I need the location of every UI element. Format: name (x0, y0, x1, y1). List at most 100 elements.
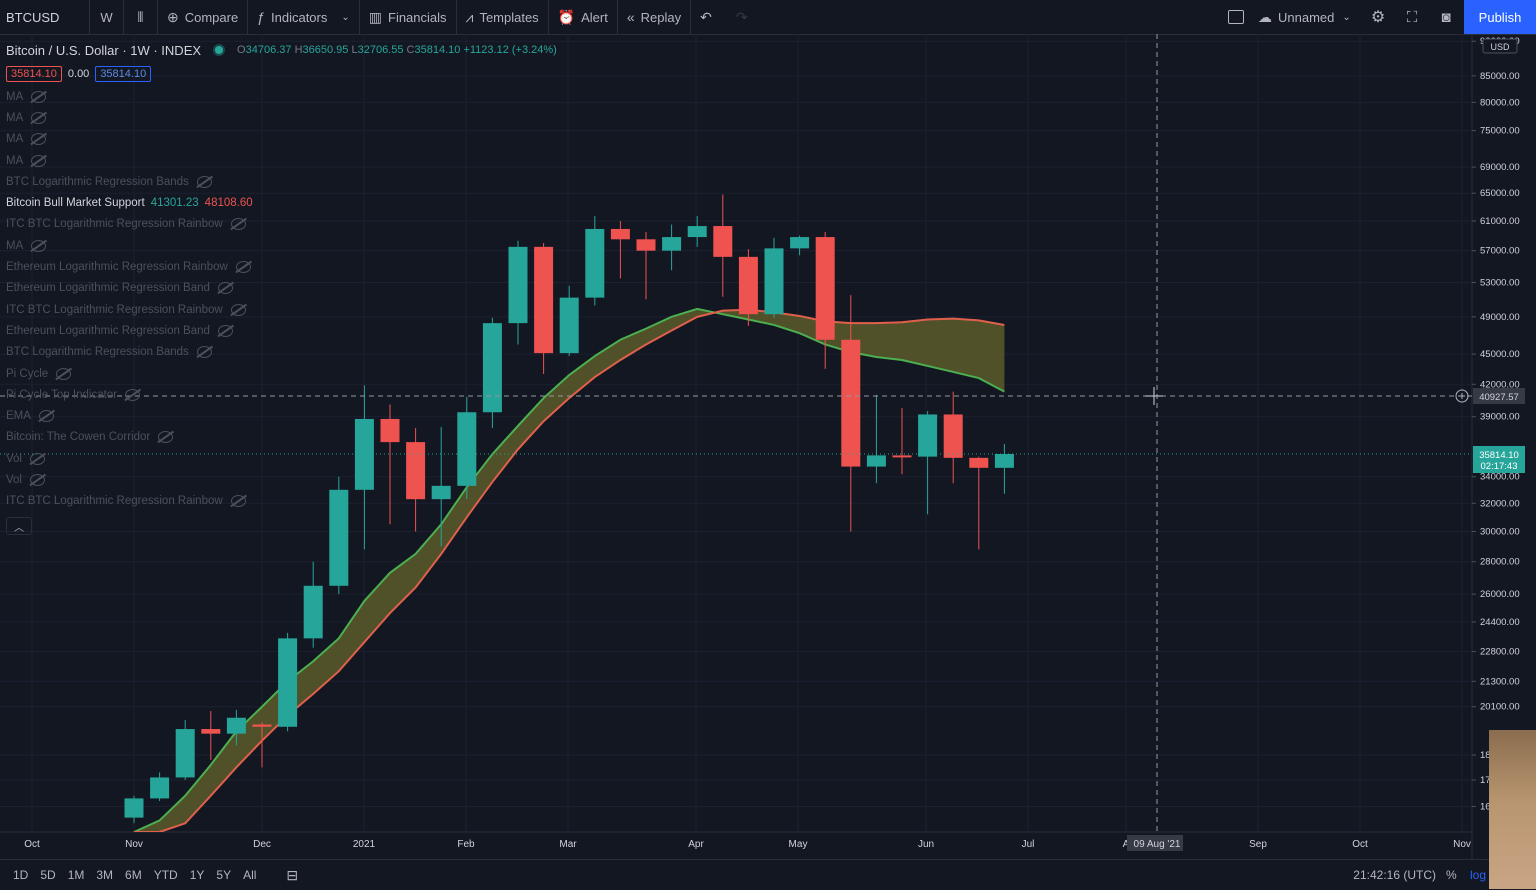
eye-off-icon[interactable] (31, 90, 47, 103)
undo-button[interactable]: ↶ (691, 0, 727, 34)
percent-scale-toggle[interactable]: % (1446, 868, 1457, 882)
log-scale-toggle[interactable]: log (1470, 868, 1487, 882)
indicator-row[interactable]: Ethereum Logarithmic Regression Rainbow (6, 256, 557, 277)
candle-body (866, 455, 886, 467)
eye-off-icon[interactable] (56, 367, 72, 380)
indicator-row[interactable]: MA (6, 235, 557, 256)
indicator-row[interactable]: BTC Logarithmic Regression Bands (6, 342, 557, 363)
indicator-row[interactable]: Ethereum Logarithmic Regression Band (6, 278, 557, 299)
eye-off-icon[interactable] (125, 388, 141, 401)
financials-button[interactable]: ▥ Financials (360, 0, 457, 34)
price-tick-label: 85000.00 (1480, 71, 1520, 82)
indicator-row[interactable]: Pi Cycle Top Indicator (6, 384, 557, 405)
alert-button[interactable]: ⏰ Alert (549, 0, 618, 34)
candle (124, 795, 144, 824)
eye-off-icon[interactable] (31, 133, 47, 146)
layout-toggle-button[interactable] (1222, 0, 1250, 34)
indicator-row[interactable]: ITC BTC Logarithmic Regression Rainbow (6, 491, 557, 512)
eye-off-icon[interactable] (230, 495, 246, 508)
indicator-name: Ethereum Logarithmic Regression Band (6, 324, 210, 337)
candles-layer (124, 194, 1014, 824)
date-range-buttons: 1D 5D 1M 3M 6M YTD 1Y 5Y All (7, 868, 262, 882)
gear-icon: ⚙ (1370, 9, 1386, 26)
calendar-goto-icon[interactable]: ⊟ (286, 866, 299, 883)
settings-button[interactable]: ⚙ (1366, 0, 1390, 34)
indicator-row[interactable]: Bitcoin: The Cowen Corridor (6, 427, 557, 448)
indicator-row[interactable]: MA (6, 86, 557, 107)
eye-off-icon[interactable] (31, 111, 47, 124)
candle-body (585, 228, 605, 298)
indicator-row[interactable]: BTC Logarithmic Regression Bands (6, 171, 557, 192)
eye-off-icon[interactable] (30, 473, 45, 486)
crosshair-price-box (1473, 388, 1525, 404)
indicator-row[interactable]: EMA (6, 405, 557, 426)
range-button[interactable]: 3M (96, 868, 114, 882)
eye-off-icon[interactable] (196, 346, 212, 359)
indicator-row[interactable]: Pi Cycle (6, 363, 557, 384)
eye-off-icon[interactable] (230, 218, 246, 231)
redo-button[interactable]: ↷ (727, 0, 763, 34)
candle (790, 235, 810, 256)
candle-body (892, 455, 912, 458)
chart-type-button[interactable]: ⫴ (124, 0, 158, 34)
range-button[interactable]: 5D (40, 868, 56, 882)
layout-name-button[interactable]: ☁ Unnamed ⌄ (1258, 0, 1358, 34)
eye-off-icon[interactable] (31, 239, 47, 252)
time-tick-label: Nov (1453, 839, 1471, 850)
indicator-row[interactable]: Ethereum Logarithmic Regression Band (6, 320, 557, 341)
price-tick-label: 49000.00 (1480, 312, 1520, 323)
compare-button[interactable]: ⊕ Compare (158, 0, 249, 34)
candle-body (201, 729, 221, 734)
indicator-row[interactable]: MA (6, 129, 557, 150)
price-tick-label: 30000.00 (1480, 527, 1520, 538)
eye-off-icon[interactable] (230, 303, 246, 316)
indicator-name: BTC Logarithmic Regression Bands (6, 346, 189, 359)
range-button[interactable]: YTD (153, 868, 178, 882)
sell-price-box[interactable]: 35814.10 (6, 66, 62, 82)
indicators-button[interactable]: ƒ Indicators ⌄ (248, 0, 360, 34)
range-button[interactable]: 1Y (189, 868, 205, 882)
crosshair-date-label: 09 Aug '21 (1134, 839, 1181, 850)
range-button[interactable]: 5Y (216, 868, 232, 882)
replay-button[interactable]: « Replay (618, 0, 692, 34)
eye-off-icon[interactable] (30, 452, 45, 465)
time-tick-label: Nov (125, 839, 143, 850)
indicator-row[interactable]: Vol (6, 448, 557, 469)
snapshot-button[interactable]: ◙ (1434, 0, 1458, 34)
publish-button[interactable]: Publish (1464, 0, 1536, 34)
collapse-legend-button[interactable]: ︿ (6, 517, 32, 535)
time-tick-label: Oct (1352, 839, 1368, 850)
eye-off-icon[interactable] (217, 324, 233, 337)
buy-price-box[interactable]: 35814.10 (95, 66, 152, 82)
range-button[interactable]: All (243, 868, 257, 882)
interval-button[interactable]: W (90, 0, 124, 34)
templates-button[interactable]: ⩘ Templates (457, 0, 549, 34)
symbol-title[interactable]: Bitcoin / U.S. Dollar · 1W · INDEX (6, 42, 202, 58)
candle-body (380, 418, 400, 443)
range-button[interactable]: 1D (13, 868, 29, 882)
fullscreen-button[interactable]: ⛶ (1400, 0, 1424, 34)
utc-clock[interactable]: 21:42:16 (UTC) (1353, 868, 1436, 882)
range-button[interactable]: 1M (67, 868, 85, 882)
candle-body (508, 246, 528, 324)
eye-off-icon[interactable] (196, 175, 212, 188)
range-button[interactable]: 6M (125, 868, 142, 882)
indicator-row[interactable]: ITC BTC Logarithmic Regression Rainbow (6, 214, 557, 235)
eye-off-icon[interactable] (235, 261, 251, 274)
square-icon (1228, 10, 1244, 24)
eye-off-icon[interactable] (158, 431, 174, 444)
time-tick-label: A (1123, 839, 1130, 850)
eye-off-icon[interactable] (31, 154, 47, 167)
price-axis: 92000.0085000.0080000.0075000.0069000.00… (1472, 36, 1520, 813)
candle (841, 295, 861, 532)
indicator-row[interactable]: Vol (6, 469, 557, 490)
symbol-search-button[interactable]: BTCUSD (0, 0, 90, 34)
indicator-row[interactable]: ITC BTC Logarithmic Regression Rainbow (6, 299, 557, 320)
indicator-row[interactable]: Bitcoin Bull Market Support 41301.23 48108… (6, 192, 557, 213)
indicator-row[interactable]: MA (6, 150, 557, 171)
indicator-row[interactable]: MA (6, 107, 557, 128)
eye-off-icon[interactable] (38, 410, 54, 423)
eye-off-icon[interactable] (217, 282, 233, 295)
replay-label: Replay (640, 9, 682, 25)
